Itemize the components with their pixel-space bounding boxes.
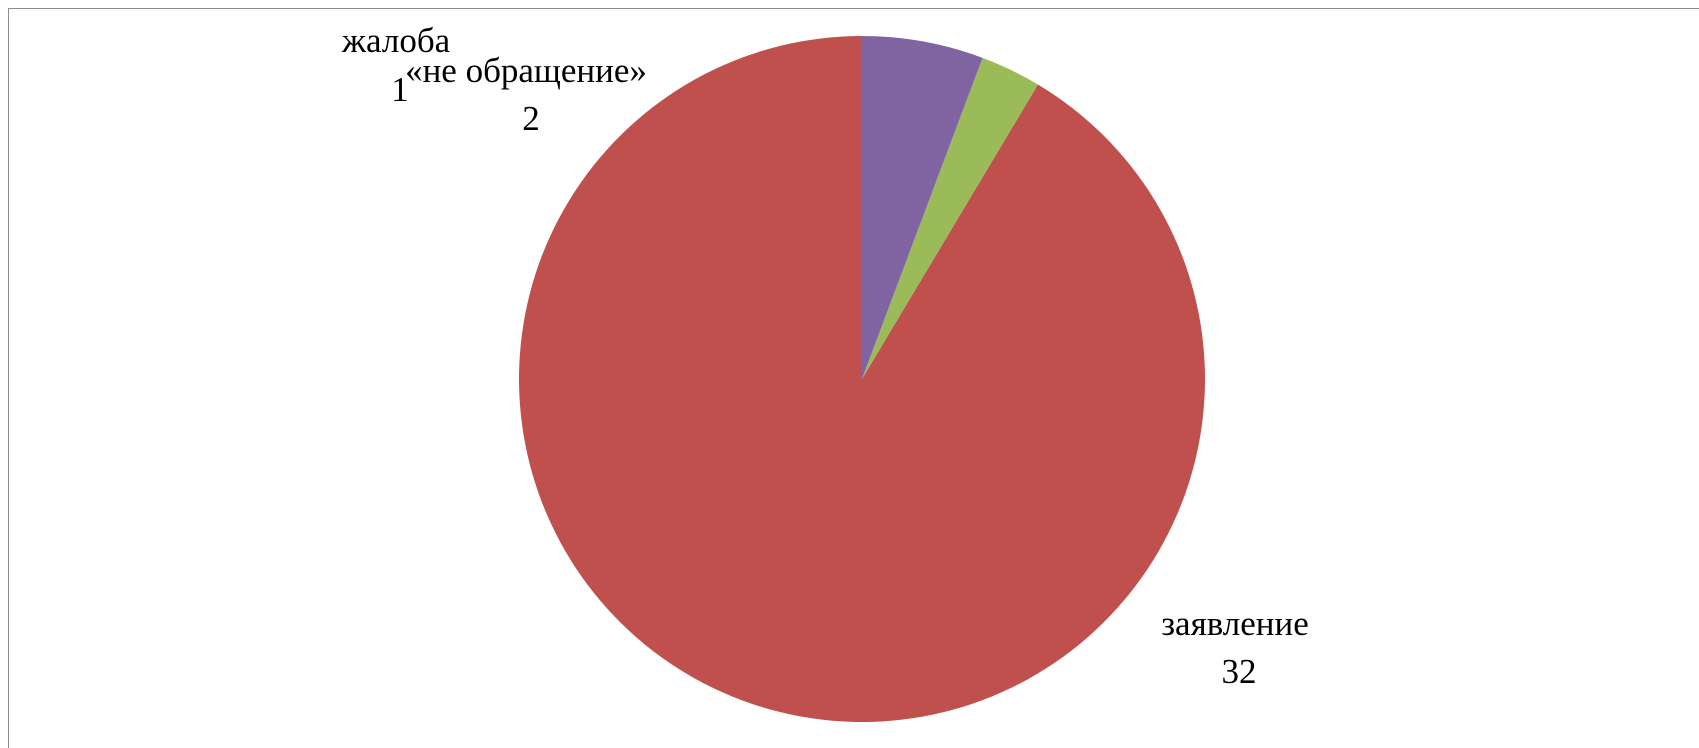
label-zhaloba-name: жалоба (341, 21, 451, 60)
label-ne-obrashchenie-name: «не обращение» (405, 51, 647, 90)
chart-frame (8, 8, 1699, 748)
slice-ne-obrashchenie (862, 36, 983, 379)
label-zayavlenie-value: 32 (1222, 652, 1257, 691)
pie-slices (518, 36, 1206, 722)
slice-zhaloba (862, 57, 1038, 380)
label-zhaloba-value: 1 (391, 70, 409, 109)
label-zayavlenie-name: заявление (1161, 604, 1309, 643)
pie-labels: заявление 32 жалоба 1 «не обращение» 2 (341, 21, 1309, 691)
label-ne-obrashchenie-value: 2 (522, 99, 540, 138)
